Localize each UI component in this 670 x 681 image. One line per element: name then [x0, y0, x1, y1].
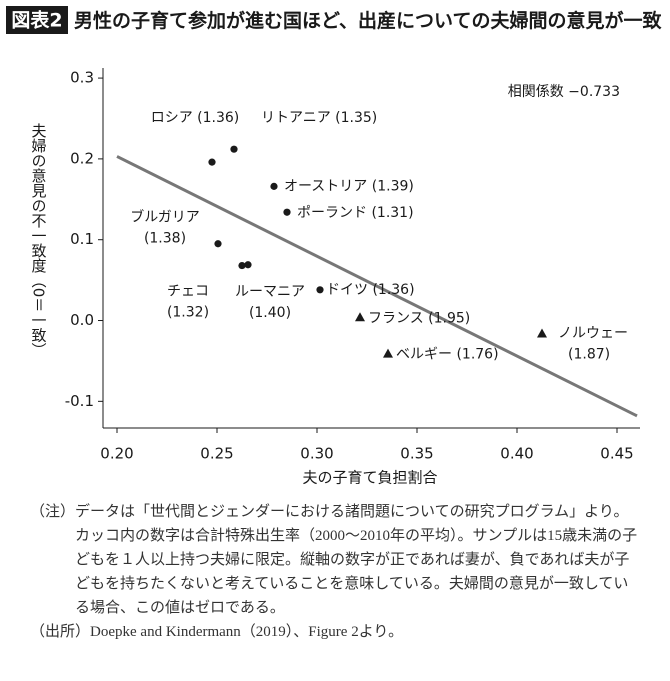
point [230, 145, 238, 153]
y-tick-label: -0.1 [65, 392, 94, 410]
point-label: ノルウェー [558, 325, 628, 341]
note-text: データは「世代間とジェンダーにおける諸問題についての研究プログラム」より。カッコ… [75, 504, 638, 616]
point-label: ロシア (1.36) [151, 110, 240, 126]
y-tick-label: 0.3 [70, 69, 94, 87]
x-tick-label: 0.40 [500, 445, 533, 463]
point [316, 286, 324, 294]
y-tick-label: 0.0 [70, 311, 94, 329]
x-axis-label: 夫の子育て負担割合 [302, 469, 437, 487]
point-label: (1.38) [144, 231, 186, 247]
point-label: ドイツ (1.36) [326, 282, 415, 298]
y-tick-label: 0.2 [70, 149, 94, 167]
x-tick-label: 0.25 [200, 445, 233, 463]
note: （注） データは「世代間とジェンダーにおける諸問題についての研究プログラム」より。… [30, 500, 642, 620]
point-label: (1.87) [568, 346, 610, 362]
badge: 図表2 [11, 9, 62, 32]
point [244, 261, 252, 269]
y-tick-label: 0.1 [70, 230, 94, 248]
point [537, 328, 547, 338]
y-axis-label: 夫婦の意見の不一致度（0＝一致） [30, 123, 48, 358]
x-tick-label: 0.35 [400, 445, 433, 463]
chart-title: 男性の子育て参加が進む国ほど、出産についての夫婦間の意見が一致 [74, 9, 662, 32]
point [383, 348, 393, 358]
x-tick-label: 0.30 [300, 445, 333, 463]
note-label: （注） [30, 504, 76, 520]
x-tick-label: 0.45 [600, 445, 633, 463]
chart: 図表2 男性の子育て参加が進む国ほど、出産についての夫婦間の意見が一致 相関係数… [6, 6, 662, 487]
point-label: ルーマニア [235, 284, 305, 300]
point-label: ベルギー (1.76) [396, 347, 499, 363]
point-label: オーストリア (1.39) [284, 178, 414, 194]
point [214, 240, 222, 248]
note: （出所） Doepke and Kindermann（2019）、Figure 2… [30, 620, 642, 644]
annotation: 相関係数 −0.733 [508, 84, 620, 100]
point [283, 208, 291, 216]
point [355, 312, 365, 322]
badge-box [6, 6, 68, 34]
trend-line [116, 155, 638, 418]
notes: （注） データは「世代間とジェンダーにおける諸問題についての研究プログラム」より。… [30, 500, 642, 644]
point-label: リトアニア (1.35) [261, 110, 377, 126]
point-label: フランス (1.95) [368, 310, 470, 326]
note-label: （出所） [30, 624, 91, 640]
point-label: (1.40) [249, 305, 291, 321]
x-tick-label: 0.20 [100, 445, 133, 463]
point-label: ポーランド (1.31) [297, 205, 414, 221]
point-label: (1.32) [167, 305, 209, 321]
point-label: チェコ [167, 284, 209, 300]
point-label: ブルガリア [130, 209, 200, 226]
point [270, 182, 278, 190]
point [238, 261, 246, 270]
point [208, 158, 216, 166]
note-text: Doepke and Kindermann（2019）、Figure 2より。 [90, 624, 404, 640]
